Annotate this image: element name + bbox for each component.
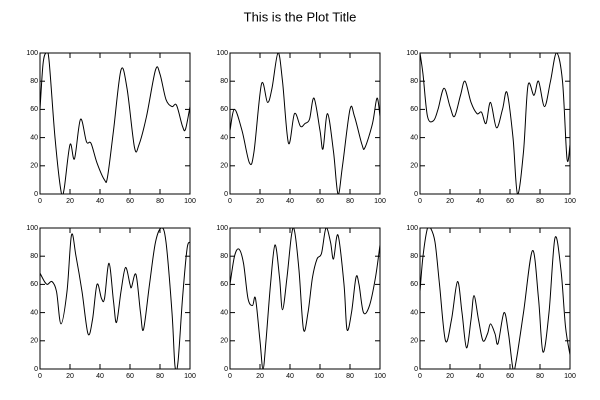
- x-tick-label: 80: [156, 373, 164, 380]
- data-line: [420, 228, 570, 369]
- plot-frame: [419, 52, 571, 195]
- x-tick-label: 20: [66, 373, 74, 380]
- y-tick-label: 20: [30, 163, 38, 170]
- y-tick-label: 100: [26, 225, 38, 232]
- x-tick-label: 100: [564, 198, 576, 205]
- x-tick-label: 80: [156, 198, 164, 205]
- x-tick-label: 0: [228, 373, 232, 380]
- x-tick-label: 0: [38, 198, 42, 205]
- y-tick-label: 40: [410, 309, 418, 316]
- plot-frame: [419, 227, 571, 370]
- data-line: [420, 53, 570, 194]
- subplot: 0 20 40 60 80 100 0 20 40 60 80 100: [406, 50, 576, 205]
- y-tick-label: 40: [220, 309, 228, 316]
- subplot: 0 20 40 60 80 100 0 20 40 60 80 100: [26, 50, 196, 205]
- subplot: 0 20 40 60 80 100 0 20 40 60 80 100: [26, 225, 196, 380]
- y-tick-label: 80: [220, 253, 228, 260]
- y-tick-label: 60: [220, 106, 228, 113]
- x-tick-label: 80: [346, 373, 354, 380]
- plot-frame: [39, 227, 191, 370]
- y-tick-label: 100: [216, 50, 228, 57]
- y-tick-label: 80: [30, 78, 38, 85]
- x-tick-label: 60: [126, 373, 134, 380]
- y-tick-label: 80: [410, 78, 418, 85]
- x-tick-label: 60: [316, 198, 324, 205]
- x-tick-label: 100: [374, 373, 386, 380]
- plot-frame: [229, 52, 381, 195]
- x-tick-label: 100: [564, 373, 576, 380]
- x-tick-label: 60: [506, 198, 514, 205]
- x-tick-label: 40: [96, 373, 104, 380]
- x-tick-label: 60: [126, 198, 134, 205]
- y-tick-label: 100: [406, 50, 418, 57]
- x-tick-label: 40: [476, 198, 484, 205]
- y-tick-label: 0: [34, 366, 38, 373]
- y-tick-label: 0: [414, 191, 418, 198]
- y-tick-label: 80: [220, 78, 228, 85]
- x-tick-label: 60: [316, 373, 324, 380]
- x-tick-label: 0: [228, 198, 232, 205]
- y-tick-label: 20: [220, 163, 228, 170]
- y-tick-label: 40: [30, 134, 38, 141]
- data-line: [230, 228, 380, 369]
- x-tick-label: 40: [476, 373, 484, 380]
- x-tick-label: 60: [506, 373, 514, 380]
- y-tick-label: 60: [30, 281, 38, 288]
- x-tick-label: 100: [184, 373, 196, 380]
- x-tick-label: 80: [536, 373, 544, 380]
- x-tick-label: 80: [346, 198, 354, 205]
- y-tick-label: 100: [216, 225, 228, 232]
- subplot: 0 20 40 60 80 100 0 20 40 60 80 100: [216, 50, 386, 205]
- y-tick-label: 0: [414, 366, 418, 373]
- y-tick-label: 0: [224, 191, 228, 198]
- x-tick-label: 20: [446, 373, 454, 380]
- plot-frame: [229, 227, 381, 370]
- x-tick-label: 0: [418, 198, 422, 205]
- x-tick-label: 0: [418, 373, 422, 380]
- x-tick-label: 20: [66, 198, 74, 205]
- y-tick-label: 80: [410, 253, 418, 260]
- x-tick-label: 20: [256, 373, 264, 380]
- y-tick-label: 20: [30, 338, 38, 345]
- x-tick-label: 80: [536, 198, 544, 205]
- y-tick-label: 0: [34, 191, 38, 198]
- plot-frame: [39, 52, 191, 195]
- y-tick-label: 60: [220, 281, 228, 288]
- x-tick-label: 40: [286, 373, 294, 380]
- figure-title: This is the Plot Title: [244, 9, 357, 24]
- x-tick-label: 40: [96, 198, 104, 205]
- x-tick-label: 100: [374, 198, 386, 205]
- y-tick-label: 20: [410, 163, 418, 170]
- y-tick-label: 20: [410, 338, 418, 345]
- y-tick-label: 40: [220, 134, 228, 141]
- data-line: [40, 228, 190, 369]
- x-tick-label: 100: [184, 198, 196, 205]
- y-tick-label: 20: [220, 338, 228, 345]
- y-tick-label: 60: [30, 106, 38, 113]
- data-line: [230, 53, 380, 194]
- y-tick-label: 80: [30, 253, 38, 260]
- subplot: 0 20 40 60 80 100 0 20 40 60 80 100: [216, 225, 386, 380]
- x-tick-label: 0: [38, 373, 42, 380]
- y-tick-label: 40: [30, 309, 38, 316]
- y-tick-label: 40: [410, 134, 418, 141]
- x-tick-label: 20: [256, 198, 264, 205]
- data-line: [40, 53, 190, 194]
- y-tick-label: 100: [26, 50, 38, 57]
- y-tick-label: 60: [410, 281, 418, 288]
- subplot: 0 20 40 60 80 100 0 20 40 60 80 100: [406, 225, 576, 380]
- y-tick-label: 0: [224, 366, 228, 373]
- y-tick-label: 100: [406, 225, 418, 232]
- y-tick-label: 60: [410, 106, 418, 113]
- x-tick-label: 20: [446, 198, 454, 205]
- x-tick-label: 40: [286, 198, 294, 205]
